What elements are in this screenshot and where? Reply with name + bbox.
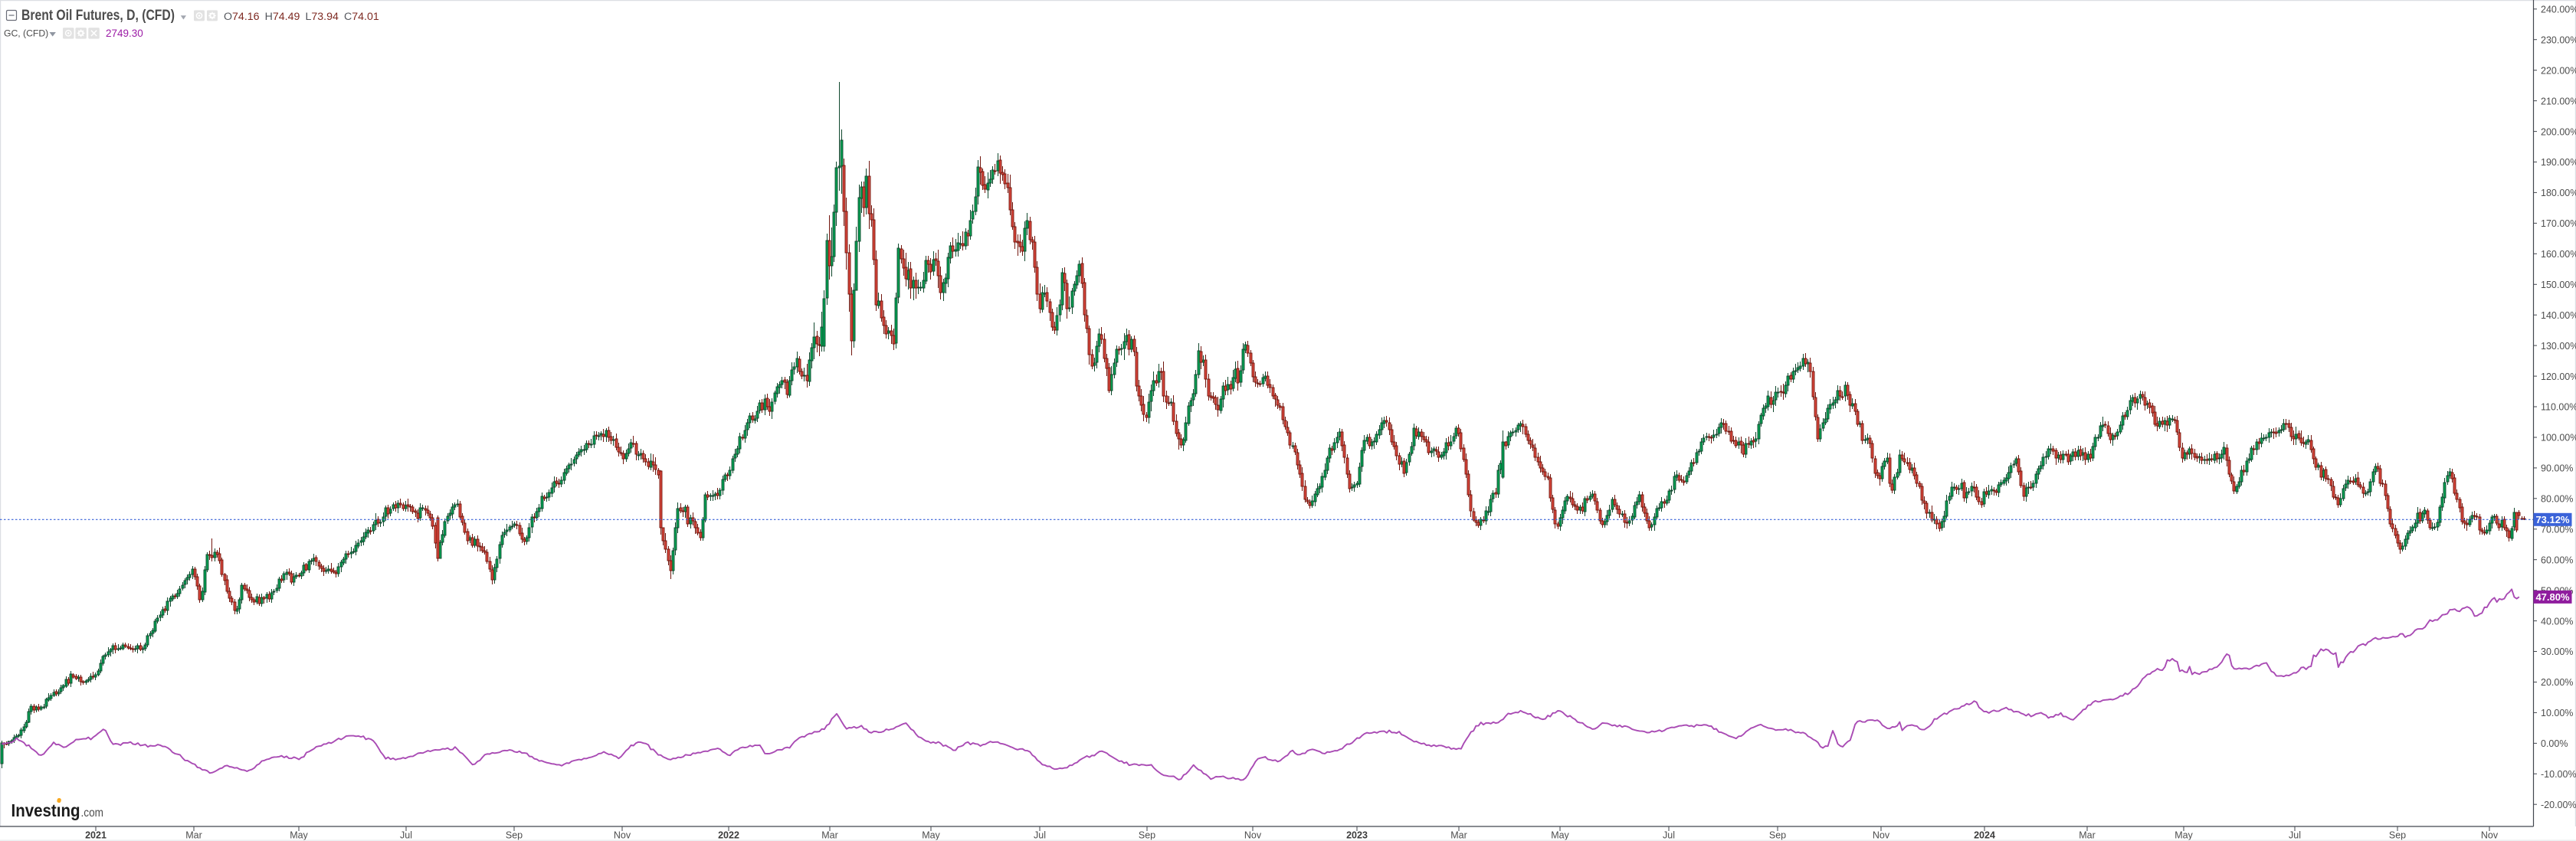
svg-text:170.00%: 170.00% — [2541, 218, 2576, 229]
svg-text:110.00%: 110.00% — [2541, 402, 2576, 413]
svg-text:30.00%: 30.00% — [2541, 646, 2573, 657]
svg-text:140.00%: 140.00% — [2541, 310, 2576, 321]
svg-text:73.12%: 73.12% — [2535, 514, 2570, 525]
svg-text:May: May — [922, 830, 940, 841]
svg-text:160.00%: 160.00% — [2541, 249, 2576, 260]
svg-text:70.00%: 70.00% — [2541, 525, 2573, 535]
svg-text:GC, (CFD): GC, (CFD) — [4, 28, 48, 39]
svg-text:0.00%: 0.00% — [2541, 738, 2568, 749]
svg-text:210.00%: 210.00% — [2541, 96, 2576, 106]
svg-text:Mar: Mar — [2079, 830, 2096, 841]
svg-text:May: May — [290, 830, 308, 841]
svg-text:Nov: Nov — [2481, 830, 2499, 841]
svg-text:10.00%: 10.00% — [2541, 708, 2573, 718]
svg-text:Mar: Mar — [185, 830, 202, 841]
svg-text:230.00%: 230.00% — [2541, 34, 2576, 45]
svg-text:Sep: Sep — [2389, 830, 2406, 841]
svg-text:2021: 2021 — [85, 830, 107, 841]
svg-text:Nov: Nov — [1873, 830, 1890, 841]
svg-text:80.00%: 80.00% — [2541, 494, 2573, 505]
svg-text:Jul: Jul — [2289, 830, 2301, 841]
svg-text:200.00%: 200.00% — [2541, 126, 2576, 137]
svg-text:May: May — [1551, 830, 1569, 841]
svg-text:2024: 2024 — [1974, 830, 1995, 841]
svg-text:20.00%: 20.00% — [2541, 677, 2573, 688]
svg-text:Sep: Sep — [506, 830, 523, 841]
svg-text:130.00%: 130.00% — [2541, 341, 2576, 352]
svg-text:240.00%: 240.00% — [2541, 5, 2576, 15]
svg-text:120.00%: 120.00% — [2541, 371, 2576, 382]
svg-text:Investıng: Investıng — [11, 800, 80, 820]
svg-text:2023: 2023 — [1346, 830, 1368, 841]
svg-text:220.00%: 220.00% — [2541, 65, 2576, 76]
svg-text:90.00%: 90.00% — [2541, 463, 2573, 474]
svg-text:100.00%: 100.00% — [2541, 433, 2576, 443]
svg-text:Nov: Nov — [614, 830, 631, 841]
svg-text:2749.30: 2749.30 — [106, 28, 143, 39]
svg-text:-20.00%: -20.00% — [2541, 800, 2576, 810]
svg-text:.com: .com — [81, 807, 104, 820]
svg-text:150.00%: 150.00% — [2541, 280, 2576, 290]
svg-text:Brent Oil Futures, D, (CFD): Brent Oil Futures, D, (CFD) — [21, 8, 175, 24]
svg-text:Mar: Mar — [821, 830, 838, 841]
svg-text:Jul: Jul — [1034, 830, 1046, 841]
svg-text:O74.16 H74.49 L73.94 C74.01: O74.16 H74.49 L73.94 C74.01 — [224, 11, 379, 23]
svg-text:Jul: Jul — [400, 830, 412, 841]
svg-text:2022: 2022 — [718, 830, 739, 841]
svg-text:May: May — [2175, 830, 2193, 841]
svg-text:190.00%: 190.00% — [2541, 157, 2576, 168]
svg-text:-10.00%: -10.00% — [2541, 769, 2576, 780]
svg-text:Mar: Mar — [1450, 830, 1467, 841]
svg-text:Jul: Jul — [1663, 830, 1675, 841]
svg-text:Sep: Sep — [1139, 830, 1155, 841]
svg-text:40.00%: 40.00% — [2541, 616, 2573, 627]
svg-text:180.00%: 180.00% — [2541, 188, 2576, 198]
svg-text:60.00%: 60.00% — [2541, 555, 2573, 565]
svg-text:47.80%: 47.80% — [2535, 591, 2570, 603]
svg-text:Nov: Nov — [1244, 830, 1262, 841]
svg-text:Sep: Sep — [1769, 830, 1786, 841]
